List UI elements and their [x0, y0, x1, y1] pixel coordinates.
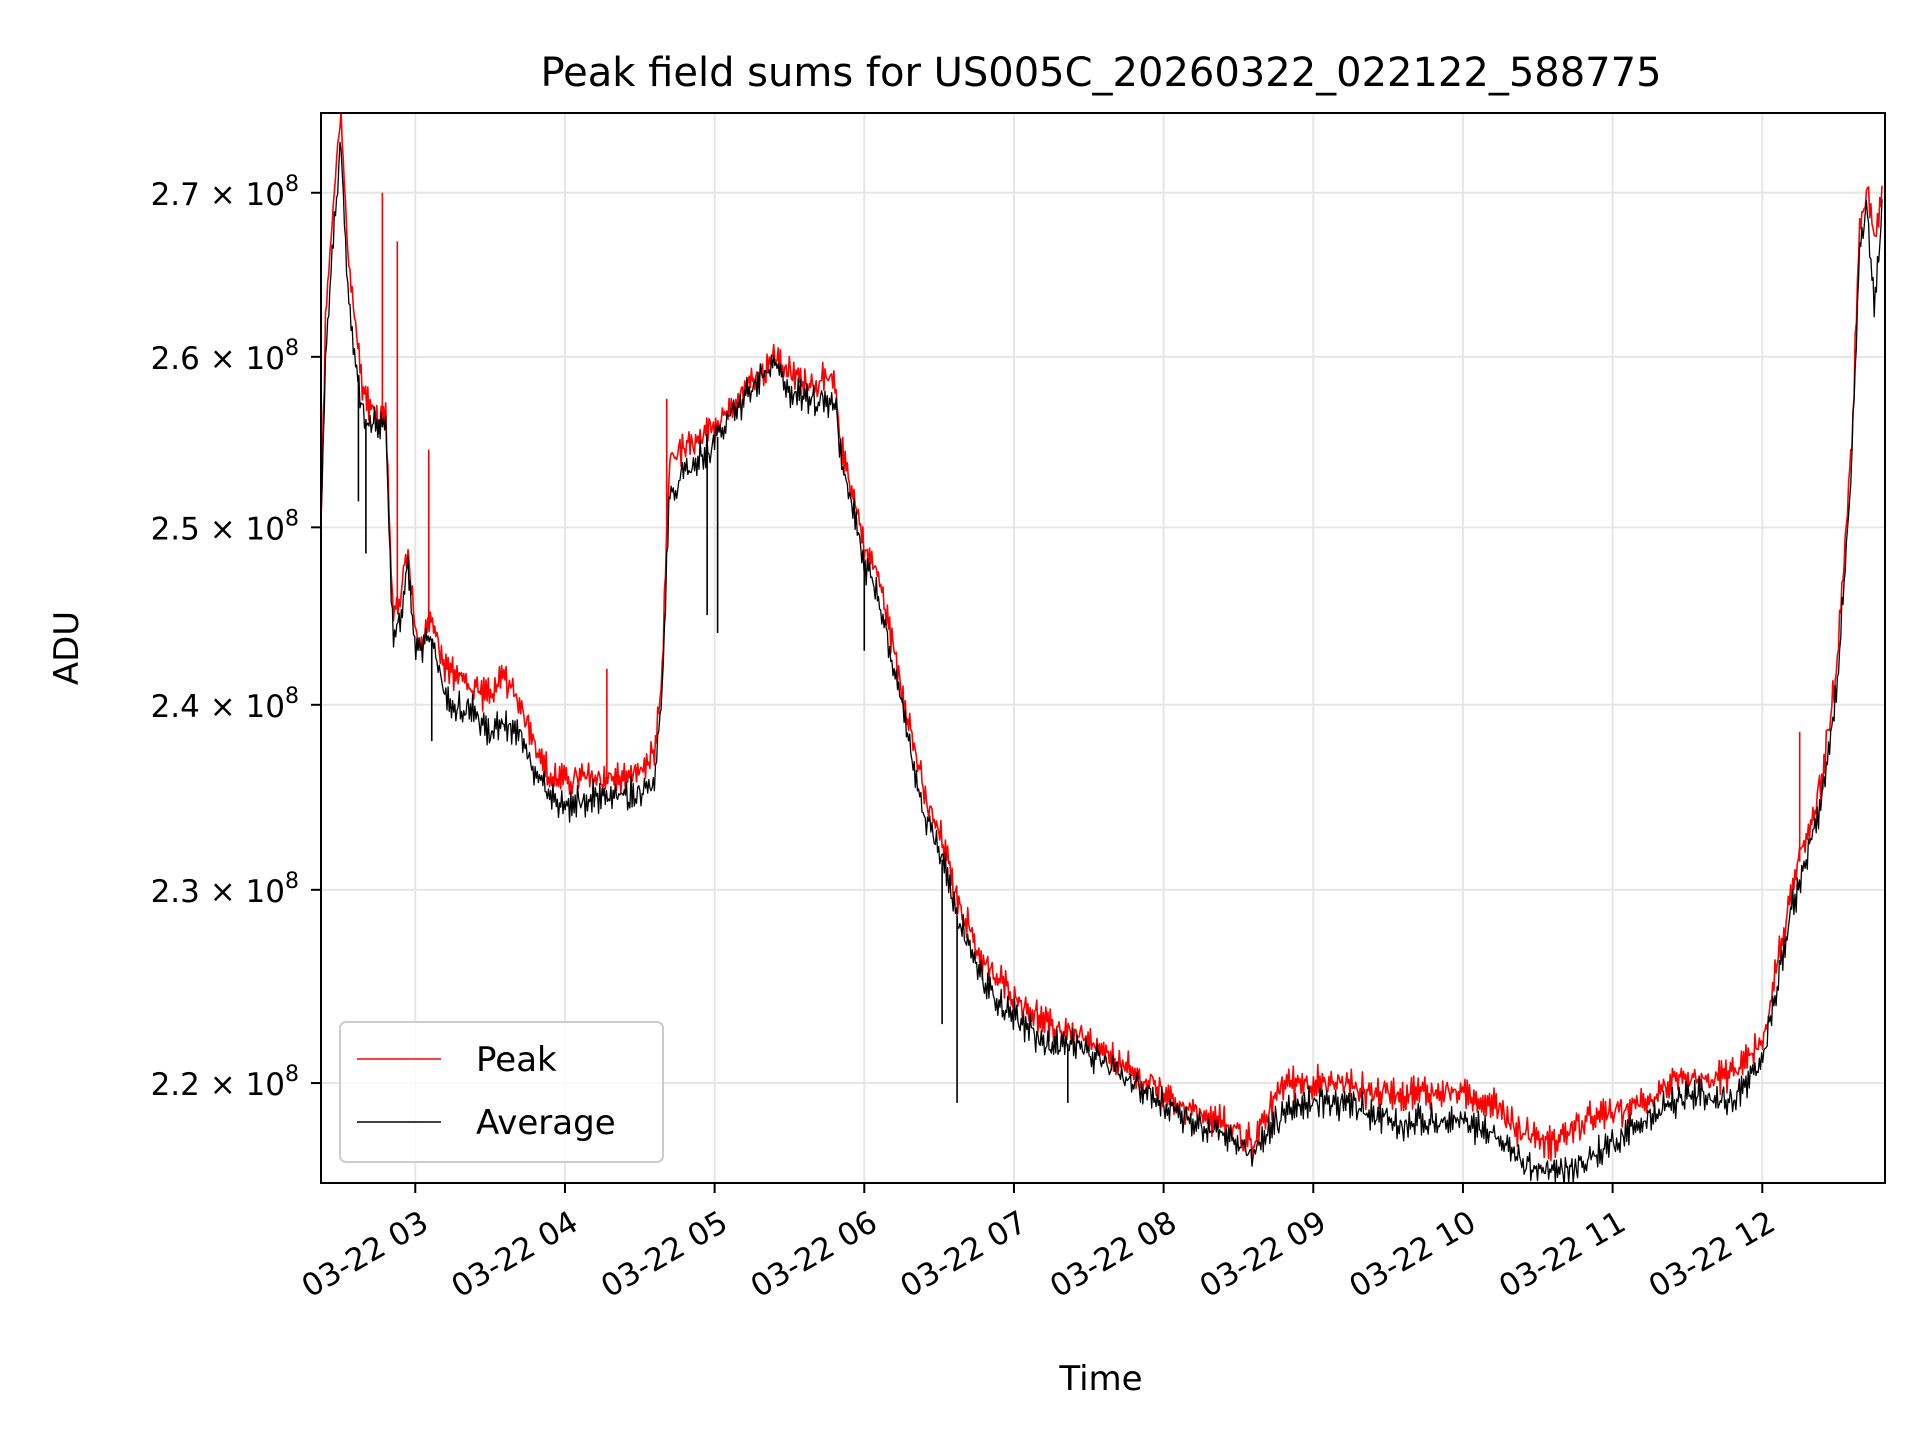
- y-tick-label: 2.5 × 108: [151, 506, 299, 547]
- y-axis-title: ADU: [47, 611, 87, 685]
- plot-area: [321, 113, 1883, 1183]
- series-line-peak: [321, 113, 1883, 1162]
- y-tick-mantissa: 2.2: [151, 1067, 210, 1103]
- series-layer: [321, 113, 1883, 1183]
- y-tick-base: × 10: [210, 689, 285, 725]
- plot-frame: [320, 112, 1886, 1184]
- y-tick-exponent: 8: [285, 1062, 299, 1087]
- y-tick-label: 2.4 × 108: [151, 684, 299, 725]
- y-tick-label: 2.3 × 108: [151, 869, 299, 910]
- y-tick-mantissa: 2.4: [151, 689, 210, 725]
- y-tick-mantissa: 2.6: [151, 341, 210, 377]
- y-tick-label: 2.6 × 108: [151, 336, 299, 377]
- y-tick-base: × 10: [210, 874, 285, 910]
- y-tick-base: × 10: [210, 1067, 285, 1103]
- y-tick-exponent: 8: [285, 336, 299, 361]
- y-tick-mantissa: 2.5: [151, 511, 210, 547]
- chart-title: Peak field sums for US005C_20260322_0221…: [540, 50, 1661, 96]
- y-tick-base: × 10: [210, 511, 285, 547]
- y-tick-mantissa: 2.3: [151, 874, 210, 910]
- y-tick-base: × 10: [210, 177, 285, 213]
- y-tick-label: 2.7 × 108: [151, 172, 299, 213]
- y-tick-exponent: 8: [285, 684, 299, 709]
- y-tick-mantissa: 2.7: [151, 177, 210, 213]
- y-tick-exponent: 8: [285, 869, 299, 894]
- legend: Peak Average: [339, 1021, 664, 1163]
- legend-box: [339, 1021, 664, 1163]
- x-axis-title: Time: [1058, 1359, 1142, 1399]
- y-tick-exponent: 8: [285, 172, 299, 197]
- legend-label-peak: Peak: [476, 1040, 557, 1080]
- y-tick-exponent: 8: [285, 506, 299, 531]
- y-tick-label: 2.2 × 108: [151, 1062, 299, 1103]
- legend-label-average: Average: [476, 1103, 616, 1143]
- series-line-average: [321, 141, 1883, 1183]
- y-tick-base: × 10: [210, 341, 285, 377]
